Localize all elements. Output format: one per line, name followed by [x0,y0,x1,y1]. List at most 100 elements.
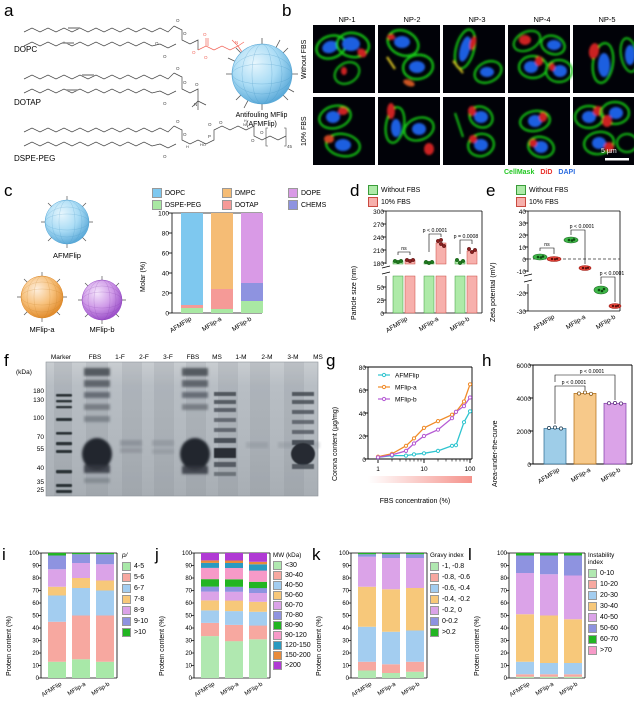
svg-text:O: O [195,82,199,87]
np-column-header-4: NP-4 [533,15,551,24]
mw-tick-55: 55 [36,446,44,453]
label-j-10: >200 [285,662,301,669]
label-l-7: >70 [600,647,612,654]
svg-text:-30: -30 [517,309,527,316]
swatch-l-0 [588,569,597,578]
violin-mflipb-nofbs [593,285,609,295]
svg-text:2000: 2000 [517,429,532,436]
swatch-j-1 [273,571,282,580]
panel-f: f Marker FBS 1-F 2-F 3-F FBS MS 1-M 2-M … [4,352,324,542]
swatch-k-2 [430,584,439,593]
stack-i-afmflip [48,553,66,678]
legend-label-dope: DOPE [301,189,321,197]
panel-l: l Protein content (%) 100 90 80 70 60 50 40 3… [468,546,634,720]
legend-label-dmpc: DMPC [235,189,256,197]
xtick-10: 10 [420,466,428,473]
label-l-0: 0-10 [600,570,615,577]
svg-text:100: 100 [158,211,169,218]
sphere-mflip-a [17,272,67,322]
svg-text:20: 20 [359,434,367,441]
svg-text:240: 240 [373,235,384,242]
stack-k-afmflip [358,553,376,678]
label-k-2: -0.6, -0.4 [442,585,471,592]
cat-label-afmflip-j: AFMFlip [194,681,217,698]
np-caption-line1: Antifouling MFlip [235,112,288,119]
swatch-k-0 [430,562,439,571]
np-column-header-1: NP-1 [338,15,356,24]
svg-text:0: 0 [189,676,193,682]
svg-text:40: 40 [185,626,192,632]
legend-title-j: MW (kDa) [273,552,302,559]
swatch-k-3 [430,595,439,604]
label-i-2: 6-7 [134,585,145,592]
svg-text:100: 100 [339,551,350,557]
panel-c-label: c [4,181,13,200]
svg-text:0: 0 [504,676,508,682]
stack-k-mflip-a [382,553,400,678]
panel-e-ylabel: Zeta potential (mV) [490,262,497,322]
legend-j-1: 30-40 [273,571,311,580]
panel-e-chart: 40 30 20 10 0 -10 -20 -30 [517,209,625,333]
svg-text:60: 60 [185,601,192,607]
pvalue-2: p < 0.0001 [423,228,448,234]
swatch-l-4 [588,613,597,622]
svg-text:60: 60 [162,251,170,258]
svg-text:100: 100 [29,551,40,557]
legend-l-5: 50-60 [588,624,618,633]
svg-text:10: 10 [32,664,39,670]
svg-text:30: 30 [500,639,507,645]
svg-text:0: 0 [346,676,350,682]
gel-electrophoresis-image [45,361,320,497]
panel-g-ylabel: Corona content (µg/mg) [332,406,339,481]
svg-text:N: N [243,122,246,127]
legend-i-6: >10 [122,628,148,637]
svg-text:80: 80 [185,576,192,582]
legend-without-fbs-d: Without FBS [368,185,420,195]
label-l-6: 60-70 [600,636,618,643]
bar-mflip-b [241,213,263,313]
legend-i-2: 6-7 [122,584,148,593]
label-j-8: 120-150 [285,642,311,649]
panel-j-label: j [155,545,159,564]
legend-swatch-dopc [152,188,162,198]
lane-label-3f: 3-F [163,354,173,361]
cat-label-mflip-a-j: MFlip-a [220,681,241,697]
panel-e: e Without FBS 10% FBS Zeta potential (mV… [486,182,634,357]
svg-text:60: 60 [32,601,39,607]
violin-mflipa-nofbs [563,236,579,244]
stack-i-mflip-a [72,553,90,678]
cat-label-mflip-b-i: MFlip-b [91,681,112,697]
swatch-l-3 [588,602,597,611]
svg-text:40: 40 [162,271,170,278]
pvalue-h-2: p < 0.0001 [580,369,605,375]
legend-l-1: 10-20 [588,580,618,589]
svg-text:10: 10 [519,245,527,252]
cat-label-afmflip-e: AFMFlip [532,314,557,333]
svg-text:0: 0 [165,311,169,318]
dspe-peg-structure: O O O H P O HO O N H O O 45 [23,119,293,159]
legend-swatch-dspe-peg [152,200,162,210]
panel-c: c AFMFlip [4,181,326,357]
gel-lane-fbs-1 [82,368,112,483]
legend-i-1: 5-6 [122,573,148,582]
legend-swatch-without-fbs-e [516,185,526,195]
legend-l-0: 0-10 [588,569,618,578]
swatch-j-10 [273,661,282,670]
label-j-0: <30 [285,562,297,569]
legend-swatch-without-fbs-d [368,185,378,195]
stack-i-mflip-b [96,553,114,678]
svg-text:O: O [163,101,167,106]
swatch-i-0 [122,562,131,571]
points-h-mflip-b [607,401,623,406]
svg-text:O: O [192,50,196,55]
legend-label-dopc: DOPC [165,189,186,197]
panel-k-ylabel: Protein content (%) [316,616,323,676]
legend-j-9: 150-200 [273,651,311,660]
svg-text:80: 80 [359,365,367,372]
svg-text:50: 50 [342,614,349,620]
legend-j-6: 80-90 [273,621,311,630]
svg-text:-20: -20 [517,291,527,298]
panel-b-label: b [282,1,292,20]
mw-tick-130: 130 [33,397,44,404]
